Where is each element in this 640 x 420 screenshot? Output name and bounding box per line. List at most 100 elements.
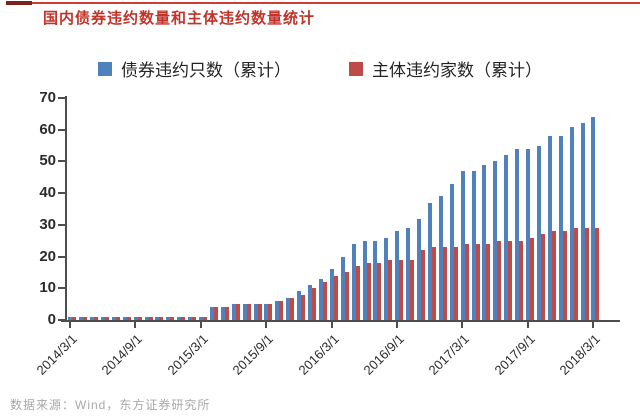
issuer-default-bar <box>377 262 382 320</box>
issuer-default-bar <box>464 243 469 320</box>
issuer-default-bar <box>333 275 338 320</box>
y-axis-label: 70 <box>39 89 56 106</box>
bond-default-bar <box>406 228 411 320</box>
issuer-default-bar <box>366 262 371 320</box>
bond-default-bar <box>449 183 454 320</box>
issuer-default-bar <box>235 304 240 320</box>
y-axis-line <box>65 96 67 322</box>
issuer-default-bar <box>322 281 327 320</box>
bond-default-bar <box>351 243 356 320</box>
bond-default-bar <box>144 316 149 320</box>
bond-default-bar <box>569 126 574 320</box>
x-axis-label: 2017/3/1 <box>425 331 473 378</box>
bond-default-bar <box>471 170 476 320</box>
x-axis-line <box>61 320 620 322</box>
legend-label: 债券违约只数（累计） <box>121 61 291 80</box>
issuer-default-bar <box>410 259 415 320</box>
issuer-default-bar <box>115 316 120 320</box>
issuer-default-bar <box>519 240 524 320</box>
bond-default-bar <box>515 148 520 320</box>
issuer-default-bar <box>148 316 153 320</box>
issuer-default-bar <box>562 231 567 320</box>
bond-default-bar <box>90 316 94 320</box>
x-axis-tick <box>134 322 137 328</box>
bond-default-bar <box>231 304 236 320</box>
bond-default-bar <box>199 316 203 320</box>
issuer-default-bar <box>584 228 589 320</box>
bond-default-bar <box>100 316 105 320</box>
issuer-default-bar <box>486 243 491 320</box>
x-axis-tick <box>69 322 71 328</box>
y-axis-tick <box>58 255 66 258</box>
bond-default-bar <box>297 291 302 320</box>
x-axis-label: 2017/9/1 <box>491 331 538 378</box>
chart-title: 国内债券违约数量和主体违约数量统计 <box>43 10 316 27</box>
bond-default-bar <box>591 117 596 320</box>
legend-swatch-icon <box>98 61 112 76</box>
legend-swatch-icon <box>349 61 363 76</box>
legend-label: 主体违约家数（累计） <box>372 61 542 80</box>
bond-default-bar <box>79 316 84 320</box>
bond-default-bar <box>209 307 214 320</box>
x-axis-tick <box>396 322 398 328</box>
y-axis-label: 50 <box>39 152 56 170</box>
issuer-default-bar <box>595 228 600 320</box>
issuer-default-bar <box>508 240 513 320</box>
issuer-default-bar <box>246 304 251 320</box>
bond-default-bar <box>395 231 400 320</box>
issuer-default-bar <box>72 316 77 320</box>
bond-default-bar <box>493 161 498 320</box>
issuer-default-bar <box>388 259 393 320</box>
bond-default-bar <box>329 269 334 320</box>
y-axis-label: 60 <box>39 120 56 138</box>
issuer-default-bar <box>181 316 186 320</box>
issuer-default-bar <box>170 316 175 320</box>
data-source: 数据来源：Wind，东方证券研究所 <box>10 398 211 412</box>
issuer-default-bar <box>530 237 534 320</box>
bond-default-bar <box>427 202 432 320</box>
y-axis-tick <box>58 287 66 290</box>
x-axis-tick <box>330 322 333 328</box>
y-axis-tick <box>58 192 66 195</box>
bond-default-bar <box>275 300 280 320</box>
bond-default-bar <box>122 316 127 320</box>
issuer-default-bar <box>301 294 306 320</box>
y-axis-tick <box>58 128 66 131</box>
issuer-default-bar <box>257 304 262 320</box>
bond-default-bar <box>286 297 291 320</box>
issuer-default-bar <box>442 247 447 320</box>
issuer-default-bar <box>355 266 360 320</box>
bond-default-bar <box>438 196 443 320</box>
issuer-default-bar <box>268 304 273 320</box>
y-axis-label: 10 <box>39 279 56 297</box>
issuer-default-bar <box>431 247 436 320</box>
issuer-default-bar <box>126 316 131 320</box>
bond-default-bar <box>264 304 269 320</box>
bond-default-bar <box>177 316 182 320</box>
issuer-default-bar <box>312 288 316 320</box>
y-axis-tick <box>58 97 66 99</box>
top-rule-accent <box>6 1 32 5</box>
y-axis-label: 0 <box>47 311 56 328</box>
legend-item-issuer-defaults: 主体违约家数（累计） <box>349 56 542 81</box>
legend-item-bond-defaults: 债券违约只数（累计） <box>98 56 291 81</box>
x-axis-tick <box>199 322 202 328</box>
bond-default-bar <box>242 304 247 320</box>
bond-default-bar <box>460 170 465 320</box>
bond-default-bar <box>340 256 345 320</box>
bond-default-bar <box>133 316 138 320</box>
issuer-default-bar <box>475 243 480 320</box>
bond-default-bar <box>373 240 378 320</box>
bond-default-bar <box>155 316 160 320</box>
x-axis-tick <box>461 322 464 328</box>
issuer-default-bar <box>573 228 578 320</box>
x-axis-label: 2015/9/1 <box>229 331 277 378</box>
issuer-default-bar <box>344 272 349 320</box>
issuer-default-bar <box>540 234 545 320</box>
bond-default-bar <box>384 237 389 320</box>
x-axis-label: 2016/9/1 <box>360 331 407 378</box>
issuer-default-bar <box>192 316 197 320</box>
issuer-default-bar <box>213 307 218 320</box>
x-axis-label: 2018/3/1 <box>556 331 604 378</box>
